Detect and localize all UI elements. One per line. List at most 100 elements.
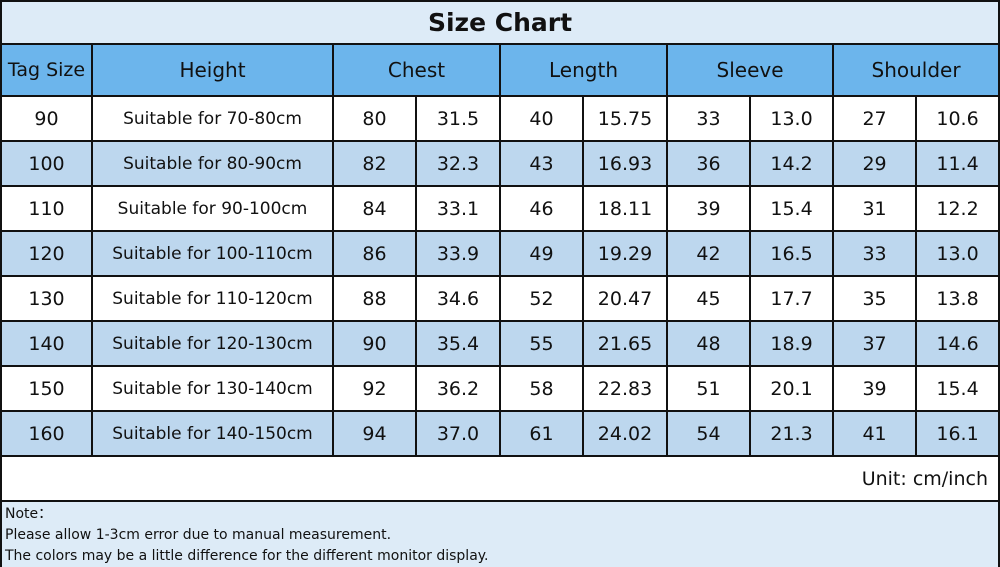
cell-chest-inch: 37.0 bbox=[415, 410, 501, 457]
cell-sleeve-inch: 20.1 bbox=[749, 365, 835, 412]
cell-sleeve-cm: 51 bbox=[666, 365, 752, 412]
cell-sleeve-cm: 54 bbox=[666, 410, 752, 457]
cell-length-inch: 22.83 bbox=[581, 365, 669, 412]
cell-sleeve-inch: 18.9 bbox=[749, 320, 835, 367]
cell-chest-cm: 88 bbox=[332, 275, 417, 322]
cell-height: Suitable for 130-140cm bbox=[91, 365, 334, 412]
cell-shoulder-inch: 13.8 bbox=[915, 275, 999, 322]
cell-sleeve-inch: 17.7 bbox=[749, 275, 835, 322]
cell-chest-inch: 34.6 bbox=[415, 275, 501, 322]
header-height: Height bbox=[91, 45, 334, 97]
header-tag-size: Tag Size bbox=[2, 45, 93, 97]
cell-shoulder-cm: 35 bbox=[832, 275, 918, 322]
cell-length-inch: 15.75 bbox=[581, 96, 669, 142]
cell-tag-size: 150 bbox=[2, 365, 93, 412]
cell-length-cm: 55 bbox=[499, 320, 584, 367]
cell-length-cm: 58 bbox=[499, 365, 584, 412]
cell-chest-inch: 32.3 bbox=[415, 140, 501, 187]
cell-length-inch: 18.11 bbox=[581, 185, 669, 232]
cell-sleeve-cm: 39 bbox=[666, 185, 752, 232]
header-chest: Chest bbox=[332, 45, 501, 97]
cell-chest-inch: 33.1 bbox=[415, 185, 501, 232]
cell-height: Suitable for 70-80cm bbox=[91, 96, 334, 142]
cell-height: Suitable for 80-90cm bbox=[91, 140, 334, 187]
header-row: Tag Size Height Chest Length Sleeve Shou… bbox=[2, 45, 999, 97]
cell-shoulder-cm: 27 bbox=[832, 96, 918, 142]
table-row: 110 Suitable for 90-100cm 84 33.1 46 18.11 39 1… bbox=[2, 185, 999, 232]
cell-length-inch: 20.47 bbox=[581, 275, 669, 322]
cell-length-cm: 46 bbox=[499, 185, 584, 232]
cell-shoulder-cm: 33 bbox=[832, 230, 918, 277]
cell-length-cm: 61 bbox=[499, 410, 584, 457]
cell-shoulder-cm: 29 bbox=[832, 140, 918, 187]
cell-chest-inch: 36.2 bbox=[415, 365, 501, 412]
cell-chest-cm: 92 bbox=[332, 365, 417, 412]
cell-sleeve-cm: 36 bbox=[666, 140, 752, 187]
cell-length-inch: 24.02 bbox=[581, 410, 669, 457]
unit-label: Unit: cm/inch bbox=[2, 457, 998, 502]
cell-chest-cm: 90 bbox=[332, 320, 417, 367]
cell-chest-inch: 33.9 bbox=[415, 230, 501, 277]
cell-sleeve-cm: 48 bbox=[666, 320, 752, 367]
header-length: Length bbox=[498, 45, 669, 97]
cell-tag-size: 130 bbox=[2, 275, 93, 322]
cell-shoulder-inch: 15.4 bbox=[915, 365, 999, 412]
cell-shoulder-inch: 14.6 bbox=[915, 320, 999, 367]
cell-length-cm: 49 bbox=[499, 230, 584, 277]
cell-height: Suitable for 90-100cm bbox=[91, 185, 334, 232]
table-row: 160 Suitable for 140-150cm 94 37.0 61 24.02 54… bbox=[2, 410, 999, 457]
cell-tag-size: 120 bbox=[2, 230, 93, 277]
cell-shoulder-cm: 31 bbox=[832, 185, 918, 232]
cell-shoulder-inch: 12.2 bbox=[915, 185, 999, 232]
cell-sleeve-cm: 42 bbox=[666, 230, 752, 277]
cell-length-inch: 21.65 bbox=[581, 320, 669, 367]
cell-length-cm: 52 bbox=[499, 275, 584, 322]
cell-chest-cm: 82 bbox=[332, 140, 417, 187]
cell-sleeve-inch: 15.4 bbox=[749, 185, 835, 232]
cell-chest-inch: 31.5 bbox=[415, 96, 501, 142]
note-line: The colors may be a little difference fo… bbox=[5, 548, 489, 564]
cell-shoulder-cm: 39 bbox=[832, 365, 918, 412]
cell-sleeve-inch: 13.0 bbox=[749, 96, 835, 142]
cell-tag-size: 160 bbox=[2, 410, 93, 457]
cell-height: Suitable for 120-130cm bbox=[91, 320, 334, 367]
table-row: 150 Suitable for 130-140cm 92 36.2 58 22.83 51… bbox=[2, 365, 999, 412]
cell-shoulder-inch: 13.0 bbox=[915, 230, 999, 277]
cell-length-cm: 43 bbox=[499, 140, 584, 187]
notes: Note： Please allow 1-3cm error due to ma… bbox=[2, 502, 998, 567]
cell-sleeve-inch: 21.3 bbox=[749, 410, 835, 457]
table-row: 120 Suitable for 100-110cm 86 33.9 49 19.29 42… bbox=[2, 230, 999, 277]
cell-sleeve-cm: 45 bbox=[666, 275, 752, 322]
cell-length-inch: 19.29 bbox=[581, 230, 669, 277]
table-row: 90 Suitable for 70-80cm 80 31.5 40 15.75 33 13.… bbox=[2, 96, 999, 142]
cell-chest-cm: 84 bbox=[332, 185, 417, 232]
note-line: Please allow 1-3cm error due to manual m… bbox=[5, 527, 392, 543]
cell-tag-size: 110 bbox=[2, 185, 93, 232]
cell-tag-size: 100 bbox=[2, 140, 93, 187]
cell-length-inch: 16.93 bbox=[581, 140, 669, 187]
size-table: Tag Size Height Chest Length Sleeve Shou… bbox=[2, 45, 999, 457]
note-heading: Note： bbox=[5, 506, 53, 522]
cell-tag-size: 90 bbox=[2, 96, 93, 142]
cell-sleeve-inch: 14.2 bbox=[749, 140, 835, 187]
cell-shoulder-inch: 16.1 bbox=[915, 410, 999, 457]
cell-chest-cm: 80 bbox=[332, 96, 417, 142]
chart-title: Size Chart bbox=[2, 2, 998, 45]
cell-height: Suitable for 110-120cm bbox=[91, 275, 334, 322]
cell-height: Suitable for 140-150cm bbox=[91, 410, 334, 457]
cell-shoulder-cm: 37 bbox=[832, 320, 918, 367]
table-row: 140 Suitable for 120-130cm 90 35.4 55 21.65 48… bbox=[2, 320, 999, 367]
table-row: 130 Suitable for 110-120cm 88 34.6 52 20.47 45… bbox=[2, 275, 999, 322]
header-shoulder: Shoulder bbox=[832, 45, 999, 97]
cell-shoulder-inch: 11.4 bbox=[915, 140, 999, 187]
cell-length-cm: 40 bbox=[499, 96, 584, 142]
cell-chest-cm: 94 bbox=[332, 410, 417, 457]
cell-tag-size: 140 bbox=[2, 320, 93, 367]
cell-sleeve-cm: 33 bbox=[666, 96, 752, 142]
cell-sleeve-inch: 16.5 bbox=[749, 230, 835, 277]
cell-height: Suitable for 100-110cm bbox=[91, 230, 334, 277]
header-sleeve: Sleeve bbox=[666, 45, 835, 97]
table-row: 100 Suitable for 80-90cm 82 32.3 43 16.93 36 14… bbox=[2, 140, 999, 187]
cell-shoulder-inch: 10.6 bbox=[915, 96, 999, 142]
